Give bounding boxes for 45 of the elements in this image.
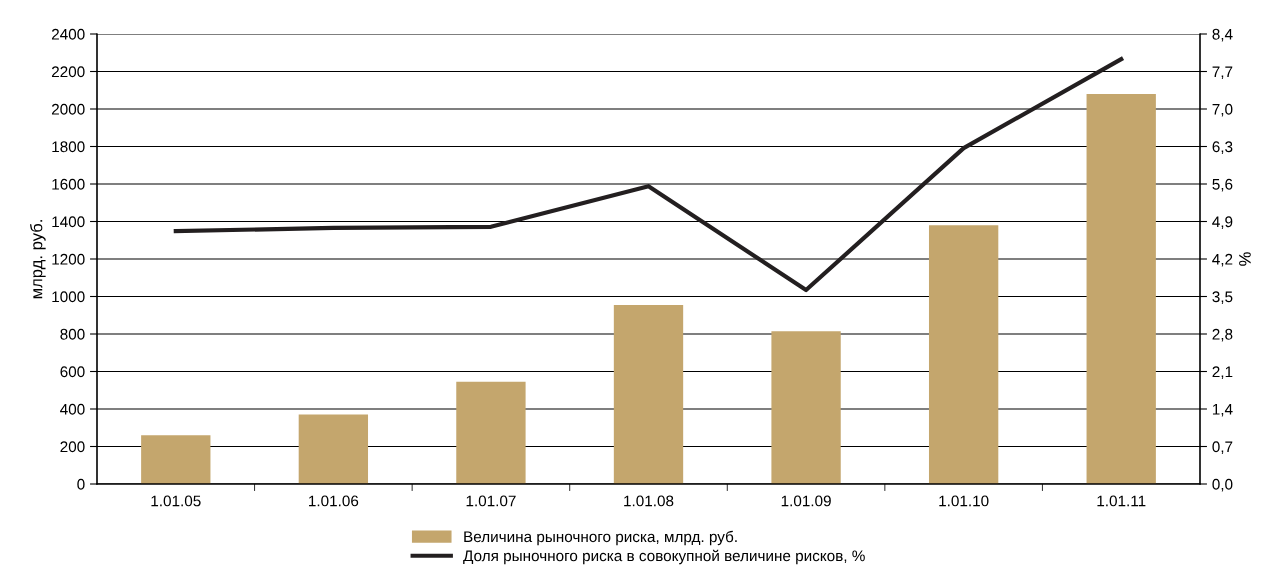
bar — [141, 435, 211, 484]
y2-tick-label: 7,0 — [1212, 103, 1233, 117]
y2-tick-label: 7,7 — [1212, 66, 1233, 79]
y2-tick-label: 2,8 — [1212, 328, 1233, 342]
bar — [1086, 94, 1156, 484]
y-tick-label: 200 — [60, 441, 85, 453]
y-tick-label: 0 — [77, 478, 85, 490]
y2-tick-label: 6,3 — [1212, 141, 1233, 154]
y2-axis-title: % — [1239, 252, 1251, 266]
bar — [456, 381, 526, 484]
bar — [928, 225, 999, 484]
y-tick-label: 1600 — [52, 178, 85, 190]
y2-tick-label: 1,4 — [1212, 404, 1233, 417]
y2-tick-label: 4,9 — [1212, 216, 1233, 229]
bar — [298, 414, 369, 484]
y-tick-label: 1800 — [52, 141, 85, 153]
bar — [771, 331, 841, 484]
x-tick-label: 1.01.09 — [781, 495, 831, 507]
x-tick-label: 1.01.11 — [1097, 495, 1146, 507]
x-tick-label: 1.01.06 — [309, 495, 359, 507]
y-tick-label: 800 — [60, 328, 85, 340]
y2-tick-label: 3,5 — [1212, 291, 1233, 304]
legend-label: Величина рыночного риска, млрд. руб. — [464, 530, 737, 546]
x-tick-label: 1.01.07 — [466, 495, 516, 507]
x-tick-label: 1.01.10 — [939, 495, 989, 507]
y-tick-label: 1000 — [52, 291, 85, 303]
y2-tick-label: 2,1 — [1212, 366, 1233, 379]
x-tick-label: 1.01.08 — [624, 495, 674, 507]
y2-tick-label: 4,2 — [1212, 253, 1233, 267]
y2-tick-label: 8,4 — [1212, 28, 1233, 42]
x-tick-label: 1.01.05 — [151, 495, 201, 507]
y-tick-label: 2200 — [51, 66, 85, 78]
y-tick-label: 400 — [60, 403, 85, 415]
y-tick-label: 2000 — [51, 103, 85, 115]
y-tick-label: 1400 — [52, 216, 85, 228]
y2-tick-label: 5,6 — [1212, 178, 1233, 192]
legend-label: Доля рыночного риска в совокупной величине рисков, % — [463, 549, 865, 565]
y2-tick-label: 0,7 — [1212, 441, 1233, 454]
y-tick-label: 1200 — [52, 253, 85, 265]
line-series — [173, 57, 1124, 293]
bar — [613, 304, 684, 484]
y2-tick-label: 0,0 — [1212, 478, 1233, 492]
y-axis-title: млрд. руб. — [29, 220, 46, 299]
y-tick-label: 2400 — [51, 28, 85, 40]
y-tick-label: 600 — [60, 366, 85, 378]
